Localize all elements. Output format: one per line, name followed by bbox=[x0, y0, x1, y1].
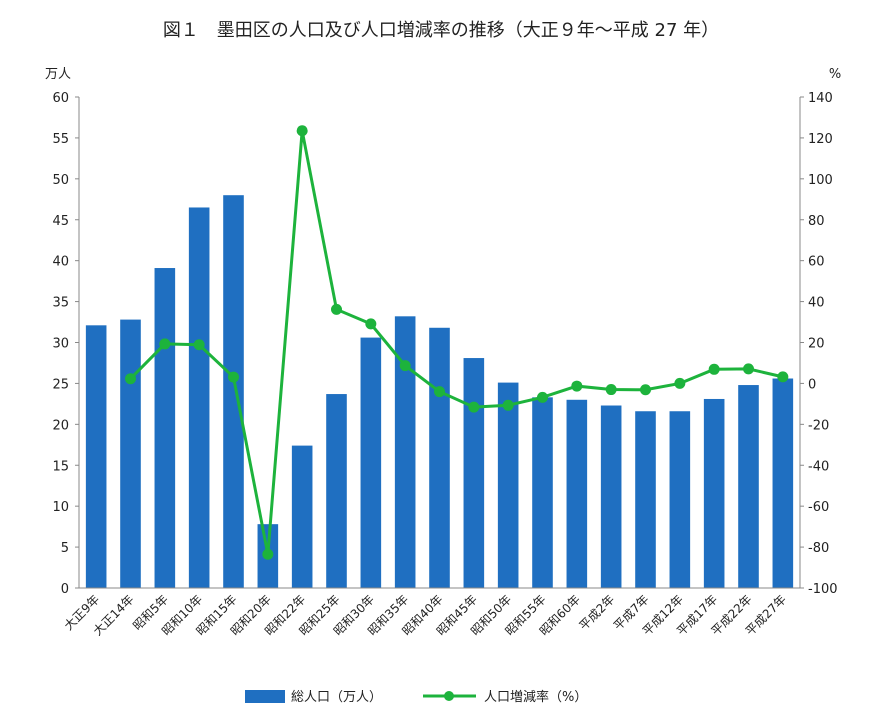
category-label: 平成2年 bbox=[577, 592, 618, 633]
growth-rate-point bbox=[537, 391, 548, 403]
right-tick-label: -100 bbox=[808, 582, 838, 597]
population-bar bbox=[703, 398, 725, 588]
growth-rate-line bbox=[125, 125, 789, 560]
growth-rate-point bbox=[125, 373, 136, 385]
population-bar bbox=[600, 405, 622, 588]
population-bar bbox=[223, 195, 244, 588]
population-bar bbox=[738, 385, 759, 588]
growth-rate-polyline bbox=[129, 130, 784, 555]
growth-rate-point bbox=[159, 338, 171, 350]
right-tick-label: 40 bbox=[808, 296, 825, 311]
population-bar bbox=[532, 397, 553, 588]
left-tick-label: 35 bbox=[52, 296, 69, 311]
right-tick-label: -60 bbox=[808, 500, 829, 515]
growth-rate-point bbox=[674, 377, 686, 389]
population-bar bbox=[394, 316, 416, 588]
right-tick-label: 60 bbox=[808, 255, 825, 270]
population-bar bbox=[566, 399, 588, 588]
growth-rate-point bbox=[743, 363, 754, 375]
population-bar bbox=[85, 325, 107, 588]
population-bar bbox=[429, 327, 450, 588]
left-tick-label: 10 bbox=[52, 500, 69, 515]
population-bar bbox=[154, 268, 176, 588]
population-bar bbox=[669, 411, 691, 588]
right-tick-label: 140 bbox=[808, 91, 833, 106]
left-tick-label: 25 bbox=[52, 377, 69, 392]
right-tick-label: -40 bbox=[808, 459, 829, 474]
population-bar bbox=[326, 394, 347, 588]
left-tick-label: 20 bbox=[52, 418, 69, 433]
right-axis-unit: % bbox=[829, 67, 841, 82]
population-bar bbox=[188, 207, 210, 588]
right-tick-label: 100 bbox=[808, 173, 833, 188]
left-tick-label: 40 bbox=[52, 255, 69, 270]
growth-rate-point bbox=[708, 363, 720, 375]
growth-rate-point bbox=[468, 401, 480, 413]
right-axis-ticks: -100 -80 -60 -40 -20 0 20 40 60 80 100 120 140 bbox=[800, 91, 838, 597]
growth-rate-point bbox=[296, 125, 308, 137]
left-tick-label: 0 bbox=[61, 582, 69, 597]
population-bars bbox=[85, 195, 794, 588]
left-tick-label: 45 bbox=[52, 214, 69, 229]
growth-rate-point bbox=[331, 303, 342, 315]
population-bar bbox=[120, 319, 141, 588]
legend-bar-label: 総人口（万人） bbox=[291, 690, 382, 705]
population-bar bbox=[360, 337, 382, 588]
growth-rate-point bbox=[399, 360, 411, 372]
right-tick-label: -20 bbox=[808, 418, 829, 433]
growth-rate-point bbox=[605, 384, 617, 396]
legend-line-marker bbox=[444, 691, 454, 701]
left-axis-unit: 万人 bbox=[45, 67, 71, 82]
growth-rate-point bbox=[502, 399, 514, 411]
growth-rate-point bbox=[571, 380, 583, 392]
population-bar bbox=[772, 378, 794, 588]
category-labels: 大正9年大正14年昭和5年昭和10年昭和15年昭和20年昭和22年昭和25年昭和… bbox=[62, 592, 789, 638]
growth-rate-point bbox=[228, 371, 239, 383]
legend-bar-swatch bbox=[245, 690, 285, 703]
growth-rate-point bbox=[262, 548, 274, 560]
left-tick-label: 5 bbox=[61, 541, 69, 556]
left-tick-label: 15 bbox=[52, 459, 69, 474]
right-tick-label: 20 bbox=[808, 337, 825, 352]
right-tick-label: 120 bbox=[808, 132, 833, 147]
population-bar bbox=[635, 411, 656, 588]
growth-rate-point bbox=[193, 339, 205, 351]
growth-rate-point bbox=[365, 318, 377, 330]
left-axis-ticks: 0 5 10 15 20 25 30 35 40 45 50 55 60 bbox=[52, 91, 79, 597]
growth-rate-point bbox=[640, 384, 651, 396]
axes bbox=[78, 97, 801, 589]
legend-line-label: 人口増減率（%） bbox=[484, 689, 587, 705]
growth-rate-point bbox=[777, 371, 789, 383]
population-bar bbox=[497, 382, 519, 588]
population-bar bbox=[463, 358, 485, 588]
population-bar bbox=[291, 445, 313, 588]
left-tick-label: 50 bbox=[52, 173, 69, 188]
growth-rate-point bbox=[434, 386, 445, 398]
left-tick-label: 60 bbox=[52, 91, 69, 106]
left-tick-label: 30 bbox=[52, 337, 69, 352]
chart-title: 図１ 墨田区の人口及び人口増減率の推移（大正９年〜平成 27 年） bbox=[163, 20, 719, 41]
left-tick-label: 55 bbox=[52, 132, 69, 147]
legend: 総人口（万人） 人口増減率（%） bbox=[245, 689, 587, 705]
right-tick-label: 80 bbox=[808, 214, 825, 229]
right-tick-label: -80 bbox=[808, 541, 829, 556]
right-tick-label: 0 bbox=[808, 377, 816, 392]
